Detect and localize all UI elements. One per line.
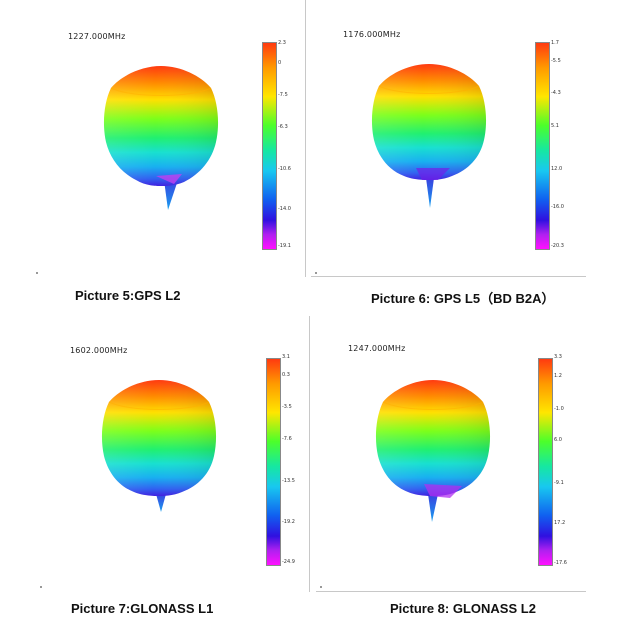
scale-tick: -17.6: [554, 560, 567, 566]
frequency-label: 1247.000MHz: [348, 344, 406, 353]
caption-picture-8: Picture 8: GLONASS L2: [390, 601, 536, 616]
scale-tick: -13.5: [282, 478, 295, 484]
scale-tick: 0: [278, 60, 282, 66]
scale-tick: 5.1: [551, 123, 559, 129]
scale-tick: 12.0: [551, 166, 563, 172]
scale-tick: 3.1: [282, 354, 290, 360]
color-scale-bar: [535, 42, 550, 250]
corner-marker: [40, 586, 42, 588]
pattern-panel-gps-l5: 1176.000MHz 1.7 -5.5 -4.3 5.1 12.0 -16.0…: [311, 0, 586, 277]
scale-tick: 1.7: [551, 40, 559, 46]
scale-tick: -16.0: [551, 204, 564, 210]
frequency-label: 1176.000MHz: [343, 30, 401, 39]
corner-marker: [36, 272, 38, 274]
scale-tick: -24.9: [282, 559, 295, 565]
color-scale-bar: [538, 358, 553, 566]
radiation-pattern-plot: [103, 66, 219, 210]
scale-tick: -20.3: [551, 243, 564, 249]
scale-tick: -4.3: [551, 90, 561, 96]
scale-tick: -3.5: [282, 404, 292, 410]
caption-picture-5: Picture 5:GPS L2: [75, 288, 181, 303]
scale-tick: 1.2: [554, 373, 562, 379]
scale-tick: 17.2: [554, 520, 566, 526]
color-scale-bar: [266, 358, 281, 566]
radiation-pattern-plot: [101, 380, 217, 512]
corner-marker: [315, 272, 317, 274]
scale-tick: 3.3: [554, 354, 562, 360]
scale-tick: -6.3: [278, 124, 288, 130]
scale-tick: -9.1: [554, 480, 564, 486]
radiation-pattern-plot: [371, 64, 487, 208]
radiation-pattern-plot: [375, 380, 491, 522]
caption-picture-7: Picture 7:GLONASS L1: [71, 601, 214, 616]
pattern-panel-glonass-l2: 1247.000MHz 3.3 1.2 -1.0 6.0 -9.1 17.2 -…: [316, 316, 586, 592]
scale-tick: -1.0: [554, 406, 564, 412]
pattern-panel-glonass-l1: 1602.000MHz 3.1 0.3 -3.5 -7.6 -13.5 -19.…: [38, 316, 310, 592]
scale-tick: -19.2: [282, 519, 295, 525]
color-scale-bar: [262, 42, 277, 250]
scale-tick: -7.5: [278, 92, 288, 98]
scale-tick: -10.6: [278, 166, 291, 172]
scale-tick: -19.1: [278, 243, 291, 249]
frequency-label: 1602.000MHz: [70, 346, 128, 355]
scale-tick: -5.5: [551, 58, 561, 64]
frequency-label: 1227.000MHz: [68, 32, 126, 41]
corner-marker: [320, 586, 322, 588]
pattern-panel-gps-l2: 1227.000MHz 2.3 0 -7.5 -6.3 -10.6 -14.0 …: [34, 0, 306, 277]
scale-tick: 6.0: [554, 437, 562, 443]
scale-tick: 0.3: [282, 372, 290, 378]
caption-picture-6: Picture 6: GPS L5（BD B2A）: [371, 291, 555, 306]
scale-tick: -14.0: [278, 206, 291, 212]
scale-tick: 2.3: [278, 40, 286, 46]
scale-tick: -7.6: [282, 436, 292, 442]
